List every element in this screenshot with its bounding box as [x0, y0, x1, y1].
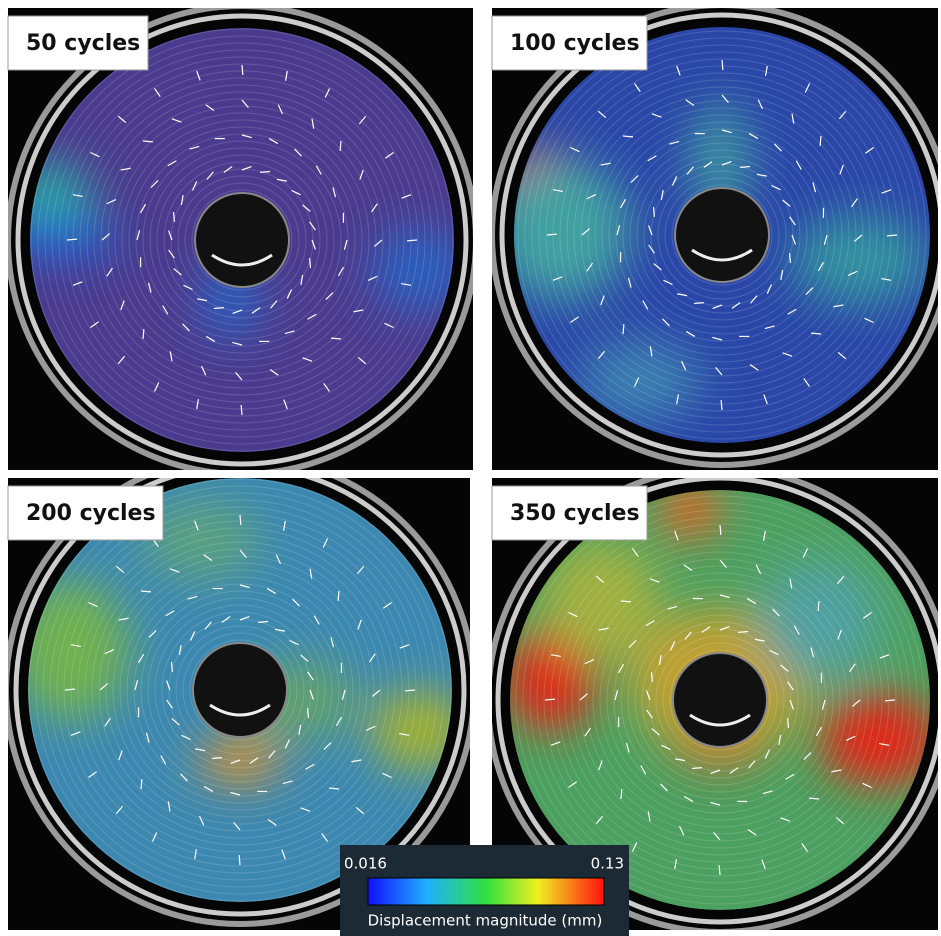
panel: 50 cycles	[0, 6, 476, 474]
core	[193, 643, 287, 737]
colorbar-max: 0.13	[591, 855, 624, 873]
colorbar-min: 0.016	[344, 855, 387, 873]
colorbar-gradient	[368, 878, 604, 905]
panel-label: 50 cycles	[26, 31, 140, 56]
panel: 100 cycles	[490, 5, 941, 470]
core	[195, 193, 289, 287]
figure: 50 cycles100 cycles200 cycles350 cycles …	[0, 0, 941, 936]
core	[673, 653, 767, 747]
panel-label: 100 cycles	[510, 31, 640, 56]
panel-image	[490, 5, 941, 470]
core	[675, 188, 769, 282]
panel-label: 200 cycles	[26, 501, 156, 526]
panel-label: 350 cycles	[510, 501, 640, 526]
colorbar: 0.016 0.13 Displacement magnitude (mm)	[340, 845, 629, 936]
panels: 50 cycles 100 cycles 200 cycles 350 cycles	[0, 5, 941, 932]
panel-image	[0, 6, 476, 474]
colorbar-label: Displacement magnitude (mm)	[368, 912, 603, 930]
